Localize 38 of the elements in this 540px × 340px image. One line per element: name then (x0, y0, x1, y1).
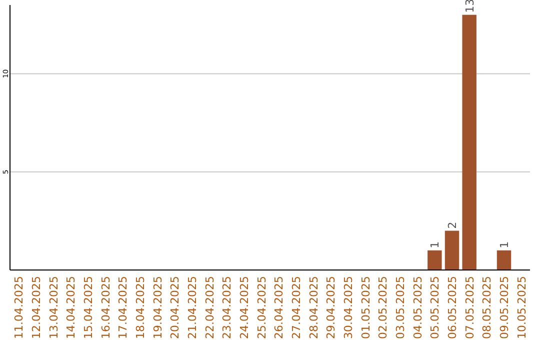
x-tick-label: 22.04.2025 (203, 276, 216, 339)
x-tick-label: 17.04.2025 (116, 276, 130, 339)
x-tick-label: 28.04.2025 (307, 276, 320, 339)
x-tick-label: 26.04.2025 (272, 276, 286, 339)
x-tick-label: 03.05.2025 (394, 276, 407, 339)
x-tick-label: 24.04.2025 (238, 276, 251, 339)
x-tick-label: 23.04.2025 (220, 276, 234, 339)
x-tick-label: 14.04.2025 (64, 276, 78, 339)
x-tick-label: 09.05.2025 (498, 276, 511, 339)
data-label: 1 (428, 241, 442, 248)
x-tick-label: 05.05.2025 (428, 276, 442, 339)
x-tick-label: 20.04.2025 (168, 276, 182, 339)
data-label: 1 (498, 241, 511, 248)
data-label: 13 (463, 0, 476, 13)
bar (462, 14, 476, 270)
x-tick-label: 29.04.2025 (324, 276, 338, 339)
x-tick-label: 01.05.2025 (359, 276, 372, 339)
x-tick-label: 18.04.2025 (134, 276, 147, 339)
bar (428, 250, 442, 270)
x-tick-label: 19.04.2025 (151, 276, 164, 339)
data-label: 2 (446, 222, 459, 229)
x-tick-label: 21.04.2025 (186, 276, 199, 339)
x-tick-label: 27.04.2025 (290, 276, 303, 339)
x-tick-label: 25.04.2025 (255, 276, 268, 339)
x-tick-label: 10.05.2025 (515, 276, 528, 339)
x-tick-label: 02.05.2025 (376, 276, 390, 339)
x-tick-label: 30.04.2025 (342, 276, 355, 339)
x-tick-label: 12.04.2025 (30, 276, 43, 339)
bar (444, 230, 460, 270)
x-tick-label: 08.05.2025 (480, 276, 494, 339)
x-tick-label: 06.05.2025 (446, 276, 459, 339)
x-tick-label: 07.05.2025 (463, 276, 476, 339)
x-tick-label: 16.04.2025 (99, 276, 112, 339)
x-tick-label: 04.05.2025 (411, 276, 424, 339)
x-tick-label: 13.04.2025 (47, 276, 60, 339)
bar (496, 250, 512, 270)
x-tick-label: 15.04.2025 (82, 276, 95, 339)
x-tick-label: 11.04.2025 (12, 276, 26, 339)
